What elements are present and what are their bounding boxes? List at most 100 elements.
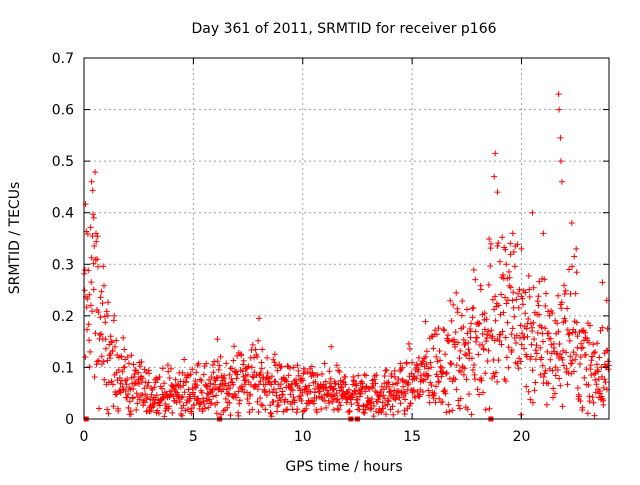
data-point	[381, 395, 388, 402]
data-point	[534, 329, 541, 336]
data-point	[105, 410, 112, 417]
data-point	[271, 386, 278, 393]
data-point	[300, 365, 307, 372]
data-point	[546, 312, 553, 319]
data-point	[225, 391, 232, 398]
peak-point	[558, 178, 565, 185]
y-tick-label: 0	[65, 412, 74, 428]
data-point	[538, 354, 545, 361]
data-point	[210, 393, 217, 400]
data-point	[594, 340, 601, 347]
data-point	[314, 372, 321, 379]
data-point	[343, 399, 350, 406]
data-point	[246, 409, 253, 416]
data-point	[105, 299, 112, 306]
data-point	[419, 358, 426, 365]
data-point	[273, 392, 280, 399]
data-point	[184, 371, 191, 378]
data-point	[322, 378, 329, 385]
data-point	[194, 395, 201, 402]
data-point	[595, 368, 602, 375]
data-point	[415, 366, 422, 373]
data-point	[598, 393, 605, 400]
data-point	[345, 386, 352, 393]
data-point	[203, 360, 210, 367]
data-point	[507, 240, 514, 247]
data-point	[373, 372, 380, 379]
data-point	[88, 279, 95, 286]
data-point	[313, 395, 320, 402]
data-point	[460, 336, 467, 343]
data-point	[307, 388, 314, 395]
data-point	[225, 390, 232, 397]
data-point	[94, 358, 101, 365]
data-point	[464, 306, 471, 313]
data-point	[370, 413, 377, 420]
data-point	[84, 231, 91, 238]
data-point	[443, 369, 450, 376]
data-point	[402, 396, 409, 403]
data-point	[559, 403, 566, 410]
data-point	[130, 361, 137, 368]
data-point	[299, 377, 306, 384]
data-point	[486, 235, 493, 242]
data-point	[109, 381, 116, 388]
data-point	[231, 343, 238, 350]
data-point	[242, 381, 249, 388]
data-point	[602, 363, 609, 370]
data-point	[117, 380, 124, 387]
data-point	[527, 356, 534, 363]
data-point	[475, 351, 482, 358]
data-point	[547, 335, 554, 342]
data-point	[446, 408, 453, 415]
data-point	[592, 377, 599, 384]
data-point	[578, 345, 585, 352]
data-point	[391, 373, 398, 380]
data-point	[539, 330, 546, 337]
data-point	[545, 308, 552, 315]
data-point	[544, 348, 551, 355]
data-point	[468, 411, 475, 418]
data-point	[437, 357, 444, 364]
data-point	[90, 260, 97, 267]
data-point	[266, 388, 273, 395]
data-point	[335, 367, 342, 374]
data-point	[487, 263, 494, 270]
data-point	[226, 371, 233, 378]
data-point	[409, 359, 416, 366]
data-point	[214, 358, 221, 365]
data-point	[368, 399, 375, 406]
data-point	[452, 329, 459, 336]
data-point	[86, 363, 93, 370]
data-point	[385, 378, 392, 385]
data-point	[241, 377, 248, 384]
data-point	[524, 333, 531, 340]
data-point	[407, 400, 414, 407]
data-point	[217, 353, 224, 360]
data-point	[567, 290, 574, 297]
data-point	[290, 364, 297, 371]
data-point	[457, 347, 464, 354]
data-point	[179, 393, 186, 400]
data-point	[96, 331, 103, 338]
data-point	[462, 340, 469, 347]
data-point	[271, 351, 278, 358]
peak-point	[492, 150, 499, 157]
data-point	[271, 359, 278, 366]
data-point	[395, 408, 402, 415]
data-point	[335, 406, 342, 413]
data-point	[183, 379, 190, 386]
data-point	[410, 387, 417, 394]
data-point	[460, 324, 467, 330]
data-point	[87, 302, 94, 309]
data-point	[585, 381, 592, 388]
data-point	[357, 390, 364, 397]
data-point	[452, 376, 459, 383]
data-point	[447, 297, 454, 304]
data-point	[573, 319, 580, 326]
data-point	[456, 405, 463, 412]
data-point	[496, 337, 503, 344]
data-point	[181, 389, 188, 396]
data-point	[545, 380, 552, 387]
data-point	[558, 305, 565, 312]
